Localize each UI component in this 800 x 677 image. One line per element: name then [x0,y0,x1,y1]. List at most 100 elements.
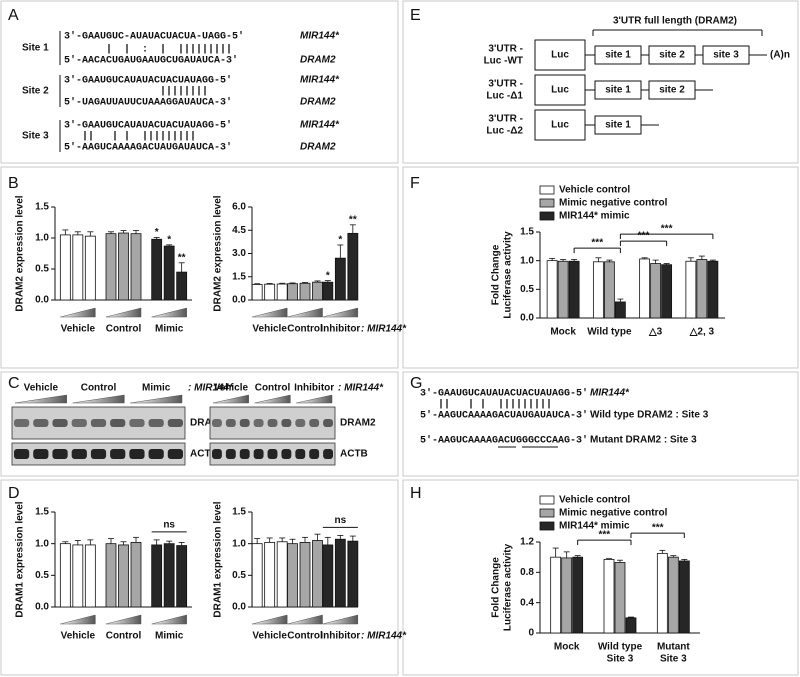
panel-letter: G [410,375,422,392]
site-label: Site 2 [22,86,49,97]
site-label: site 1 [605,50,631,61]
error-bar [120,230,127,234]
group-label: Inhibitor [294,383,334,394]
legend-label: Vehicle control [559,185,630,196]
bar [151,238,163,301]
blot-band [295,419,306,427]
group-label: Inhibitor [320,324,360,335]
group-label: Mimic [155,324,184,335]
blot-band [33,419,49,427]
error-bar [74,231,81,235]
error-bar [302,282,308,284]
error-bar [178,542,185,546]
mirna-name: MIR144* [300,31,340,42]
mirna-sequence: 3'-GAAUGUC-AUAUACUACUA-UAGG-5' [64,31,244,43]
x-tick-label: Mutant [657,642,690,653]
bar [592,261,604,319]
dose-wedge [60,307,96,318]
y-tick-label: 0.0 [35,295,49,306]
blot-band [90,419,107,427]
y-tick-label: 0.0 [520,313,534,324]
blot-band [253,419,264,427]
error-bar [302,536,308,543]
mirna-name: MIR144* [300,75,340,86]
bar [163,543,175,608]
y-tick-label: 1.0 [520,255,534,266]
bar [614,301,626,319]
bar [72,544,84,608]
bar [334,538,346,608]
comparison-label: *** [598,530,610,541]
bar [603,559,615,634]
bar [656,552,668,634]
blot-band [110,419,126,427]
group-label: Vehicle [214,383,249,394]
bar [276,541,288,608]
group-suffix: : MIR144* [338,383,384,394]
group-label: Vehicle [61,324,96,335]
error-bar [349,224,356,234]
bar [251,284,263,301]
legend-swatch [539,185,555,195]
group-label: Mimic [142,383,171,394]
bar [639,258,651,319]
site-box [594,115,642,135]
site-label: Site 3 [22,131,49,142]
bar [299,282,311,301]
bracket-label: ns [163,520,175,531]
band-label: ACTB [340,449,368,460]
group-label: Control [287,324,323,335]
comparison-label: *** [661,224,673,235]
x-tick-sublabel: Site 3 [660,654,687,665]
bar [264,542,276,608]
legend-swatch [539,495,555,505]
blot-band [33,449,49,459]
panel-letter: C [8,375,20,392]
error-bar [687,257,694,262]
blot-band [239,419,250,427]
panel-frame [402,166,799,369]
bar [347,232,359,301]
y-tick-label: 0.0 [232,295,246,306]
mutant-label: Mutant DRAM2 : Site 3 [590,435,697,446]
error-bar [74,540,81,545]
error-bar [62,541,69,544]
blot-band [225,419,236,427]
blot-band [110,449,126,459]
y-tick-label: 1.5 [232,507,246,518]
panel-frame [0,479,399,676]
dose-wedge [322,307,359,318]
error-bar [289,538,296,544]
error-bar [87,231,94,237]
panel-letter: E [410,7,421,24]
polya-tail: (A)n [770,50,790,61]
blot-band [14,449,30,459]
blot-band [212,449,222,459]
error-bar [571,259,578,262]
error-bar [663,263,670,265]
bar [696,259,708,319]
y-axis-label: Luciferase activity [503,231,514,319]
y-axis-label: Luciferase activity [503,543,514,631]
reporter-label: Luc [551,120,569,131]
bar [557,260,569,319]
error-bar [595,257,602,262]
y-tick-label: 1.0 [35,538,49,549]
group-label: Mimic [155,631,184,642]
mirna-sequence: 3'-GAAUGUCAUAUACUACUAUAGG-5' [64,120,232,132]
panel-frame [402,0,799,164]
blot-band [239,449,250,459]
blot-band [281,449,292,459]
error-bar [166,244,173,247]
error-bar [617,559,623,563]
y-tick-label: 0.0 [232,602,246,613]
error-bar [574,555,581,558]
site-box [648,45,696,65]
comparison-label: *** [591,238,603,249]
group-suffix: : MIR144* [188,383,234,394]
wild-sequence: 5'-AAGUCAAAAGACUAUGAUAUCA-3' [420,410,588,422]
error-bar [324,536,331,545]
y-tick-label: 1.5 [520,227,534,238]
pairing: || | | ||||||||| [64,131,196,143]
reporter-box [534,39,586,71]
